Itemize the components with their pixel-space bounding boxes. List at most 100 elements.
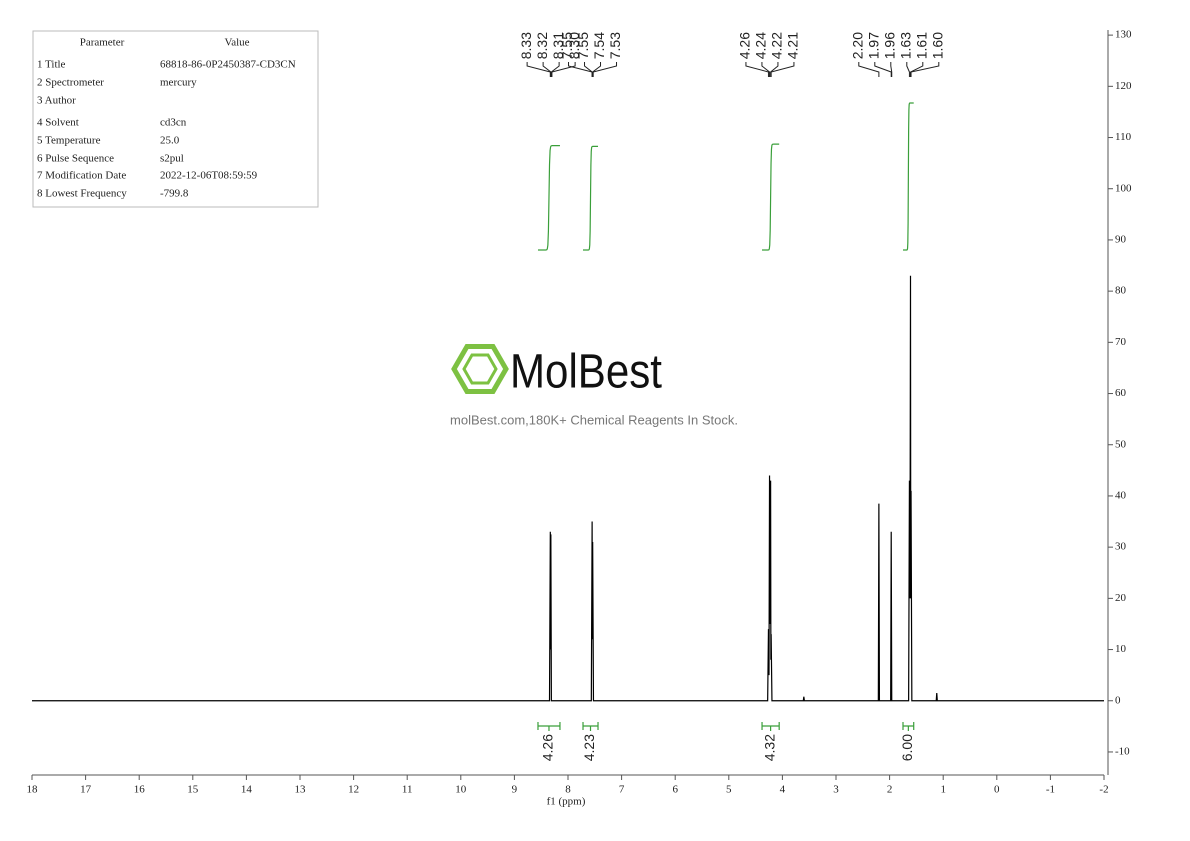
peak-leader <box>542 62 552 77</box>
peak-label: 8.31 <box>550 32 566 59</box>
y-tick-label: 130 <box>1115 29 1132 41</box>
x-tick-label: 2 <box>887 784 893 796</box>
peak-leader <box>858 62 880 77</box>
peak-leader <box>770 62 795 77</box>
peak-leader <box>745 62 769 77</box>
table-header: Value <box>224 37 249 49</box>
integral-label: 4.32 <box>761 734 777 761</box>
integral-bracket <box>582 722 599 731</box>
peak-label: 1.60 <box>930 32 946 59</box>
x-tick-label: 18 <box>27 784 39 796</box>
x-tick-label: 13 <box>295 784 307 796</box>
peak-label: 8.32 <box>534 32 550 59</box>
watermark: MolBest molBest.com,180K+ Chemical Reage… <box>450 344 738 427</box>
table-cell: 2 Spectrometer <box>37 77 104 89</box>
x-tick-label: 9 <box>512 784 518 796</box>
x-tick-label: 10 <box>455 784 467 796</box>
peak-leader <box>910 62 940 77</box>
peak-leader <box>910 62 924 77</box>
x-axis-label: f1 (ppm) <box>547 796 586 808</box>
x-tick-label: 14 <box>241 784 253 796</box>
peak-label: 7.53 <box>607 32 623 59</box>
table-cell: 7 Modification Date <box>37 170 126 182</box>
x-tick-label: 11 <box>402 784 413 796</box>
y-tick-label: 50 <box>1115 438 1127 450</box>
peak-label: 1.96 <box>882 32 898 59</box>
peak-label: 7.55 <box>575 32 591 59</box>
integral-bracket <box>537 722 561 731</box>
x-tick-label: 0 <box>994 784 1000 796</box>
y-tick-label: -10 <box>1115 745 1130 757</box>
table-header: Parameter <box>80 37 125 49</box>
x-tick-label: 15 <box>187 784 199 796</box>
peak-leader <box>550 62 560 77</box>
peak-label: 7.54 <box>591 32 607 59</box>
peak-label: 2.20 <box>850 32 866 59</box>
peak-label: 7.55 <box>559 32 575 59</box>
x-tick-label: 7 <box>619 784 625 796</box>
integral-bracket <box>902 722 915 731</box>
x-tick-label: 3 <box>833 784 839 796</box>
peak-leader <box>890 62 893 77</box>
spectrum-line <box>32 275 1104 702</box>
logo-text: MolBest <box>510 346 662 399</box>
peak-leader <box>592 62 618 77</box>
peak-leader <box>761 62 771 77</box>
y-tick-label: 120 <box>1115 80 1132 92</box>
y-tick-label: 40 <box>1115 489 1127 501</box>
peak-label: 8.30 <box>566 32 582 59</box>
x-tick-label: 6 <box>672 784 678 796</box>
table-cell: s2pul <box>160 153 184 165</box>
peak-label: 4.24 <box>753 32 769 59</box>
watermark-text: molBest.com,180K+ Chemical Reagents In S… <box>450 412 738 427</box>
x-tick-label: 12 <box>348 784 359 796</box>
table-cell: -799.8 <box>160 188 189 200</box>
logo-ring <box>462 353 498 385</box>
peak-leader <box>906 62 910 77</box>
peak-leader <box>526 62 551 77</box>
x-tick-label: 1 <box>940 784 946 796</box>
x-tick-label: -2 <box>1099 784 1108 796</box>
integral-label: 4.23 <box>581 734 597 761</box>
table-cell: 4 Solvent <box>37 117 79 129</box>
peak-leader <box>770 62 779 77</box>
x-tick-label: 8 <box>565 784 571 796</box>
integral-curve <box>583 145 599 251</box>
table-cell: 8 Lowest Frequency <box>37 188 127 200</box>
integral-curve <box>537 145 560 251</box>
parameter-table-border <box>32 30 319 208</box>
integral-curve <box>903 102 914 251</box>
y-tick-label: 80 <box>1115 285 1127 297</box>
table-cell: 68818-86-0P2450387-CD3CN <box>160 59 296 71</box>
x-tick-label: 17 <box>80 784 92 796</box>
y-tick-label: 90 <box>1115 233 1127 245</box>
peak-label: 1.61 <box>914 32 930 59</box>
peak-label: 8.33 <box>518 32 534 59</box>
x-tick-label: 5 <box>726 784 732 796</box>
peak-leader <box>592 62 602 77</box>
y-tick-label: 60 <box>1115 387 1127 399</box>
peak-leader <box>874 62 892 77</box>
peak-label: 1.97 <box>866 32 882 59</box>
integral-label: 6.00 <box>899 734 915 761</box>
y-tick-label: 0 <box>1115 694 1121 706</box>
peak-leader <box>551 62 576 77</box>
table-cell: 3 Author <box>37 95 76 107</box>
x-tick-label: 16 <box>134 784 146 796</box>
integral-curve <box>762 143 780 251</box>
y-tick-label: 100 <box>1115 182 1132 194</box>
x-tick-label: -1 <box>1046 784 1055 796</box>
y-tick-label: 110 <box>1115 131 1132 143</box>
table-cell: cd3cn <box>160 117 187 129</box>
table-cell: mercury <box>160 77 197 89</box>
table-cell: 25.0 <box>160 135 180 147</box>
table-cell: 5 Temperature <box>37 135 101 147</box>
x-tick-label: 4 <box>780 784 786 796</box>
integral-bracket <box>761 722 780 731</box>
table-cell: 2022-12-06T08:59:59 <box>160 170 258 182</box>
y-tick-label: 10 <box>1115 643 1127 655</box>
peak-label: 4.26 <box>737 32 753 59</box>
table-cell: 1 Title <box>37 59 66 71</box>
integral-label: 4.26 <box>540 734 556 761</box>
